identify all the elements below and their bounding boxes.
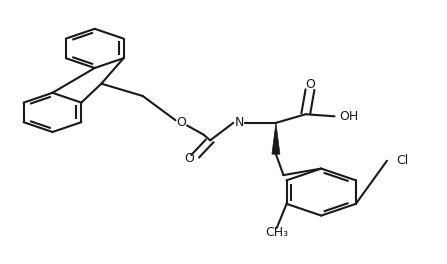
Text: O: O — [305, 78, 315, 91]
Text: CH₃: CH₃ — [265, 226, 288, 239]
Text: OH: OH — [339, 110, 358, 123]
Polygon shape — [272, 123, 280, 154]
Text: Cl: Cl — [396, 154, 408, 167]
Text: O: O — [177, 116, 186, 129]
Text: N: N — [234, 116, 244, 129]
Text: O: O — [184, 152, 194, 166]
